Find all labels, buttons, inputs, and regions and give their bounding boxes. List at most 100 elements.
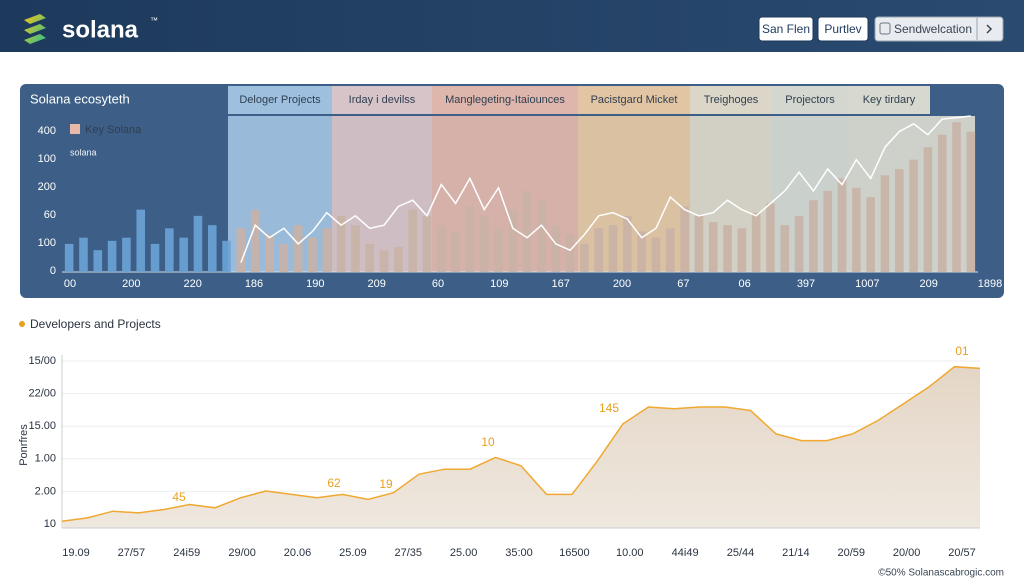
- y-axis-title: Ponrfres: [18, 424, 30, 466]
- tab-label[interactable]: Treighoges: [704, 94, 759, 106]
- bar: [937, 134, 947, 272]
- bar: [236, 228, 246, 272]
- bar: [952, 122, 961, 273]
- bar: [451, 231, 460, 272]
- bar: [351, 225, 360, 272]
- x-tick-label: 1007: [855, 278, 879, 290]
- bar: [64, 243, 74, 272]
- button-frame[interactable]: [874, 16, 1004, 42]
- x-tick-label: 29/00: [228, 547, 256, 559]
- x-tick-label: 60: [432, 278, 444, 290]
- y-tick-label: 22/00: [28, 388, 56, 400]
- button-label[interactable]: San Flen: [762, 22, 810, 36]
- x-tick-label: 1898: [978, 278, 1002, 290]
- data-annotation: 145: [599, 401, 619, 415]
- bar: [250, 209, 260, 272]
- x-tick-label: 200: [122, 278, 140, 290]
- bar: [708, 222, 718, 272]
- button-label[interactable]: Sendwelcation: [894, 22, 972, 36]
- x-tick-label: 220: [183, 278, 201, 290]
- button-label[interactable]: Purtlev: [824, 22, 861, 36]
- bar: [623, 215, 632, 272]
- x-tick-label: 10.00: [616, 547, 644, 559]
- bar: [923, 147, 933, 272]
- bar: [179, 237, 188, 272]
- y-tick-label: 15/00: [28, 355, 56, 367]
- button-icon[interactable]: [879, 22, 891, 35]
- bar: [852, 187, 861, 272]
- bar: [150, 243, 160, 272]
- tab-label[interactable]: Manglegeting-Itaiounces: [445, 94, 565, 106]
- footer: ©50% Solanascabrogic.com: [878, 568, 1004, 579]
- button[interactable]: Sendwelcation: [874, 16, 1004, 42]
- x-tick-label: 06: [739, 278, 751, 290]
- bar: [365, 243, 375, 272]
- bar: [809, 200, 818, 272]
- bar: [193, 215, 203, 272]
- tab-label[interactable]: Key tirdary: [863, 94, 916, 106]
- y-tick-label: 200: [38, 181, 56, 193]
- bar: [465, 206, 475, 272]
- area: [62, 366, 980, 528]
- bar: [894, 169, 904, 272]
- bar: [422, 215, 432, 272]
- bar: [165, 228, 174, 272]
- tab[interactable]: [690, 86, 772, 114]
- tab-label[interactable]: Irday i devilss: [349, 94, 416, 106]
- button-frame[interactable]: [758, 16, 814, 42]
- button[interactable]: San Flen: [758, 16, 814, 42]
- x-tick-label: 397: [797, 278, 815, 290]
- bar: [265, 234, 274, 272]
- chevron[interactable]: [986, 24, 993, 34]
- tab-label[interactable]: Deloger Projects: [239, 94, 321, 106]
- x-tick-label: 35:00: [505, 547, 533, 559]
- title-dot: [19, 321, 25, 327]
- x-tick-label: 209: [919, 278, 937, 290]
- bar: [279, 243, 289, 272]
- x-tick-label: 20/57: [948, 547, 976, 559]
- bar: [794, 215, 804, 272]
- tab[interactable]: [578, 86, 690, 114]
- panel-title: Solana ecosyteth: [30, 91, 130, 106]
- bar: [880, 175, 890, 272]
- x-tick-label: 186: [245, 278, 263, 290]
- x-tick-label: 25.09: [339, 547, 367, 559]
- bar: [723, 225, 732, 272]
- bar: [379, 250, 389, 272]
- button-frame[interactable]: [817, 16, 869, 42]
- bar: [909, 159, 918, 272]
- bar: [680, 206, 689, 272]
- bar: [336, 215, 346, 272]
- tab[interactable]: [848, 86, 930, 114]
- y-tick-label: 15.00: [28, 420, 56, 432]
- x-tick-label: 25.00: [450, 547, 478, 559]
- tab[interactable]: [772, 86, 848, 114]
- x-tick-label: 24i59: [173, 547, 200, 559]
- x-tick-label: 209: [367, 278, 385, 290]
- x-tick-label: 16500: [559, 547, 590, 559]
- x-tick-label: 00: [64, 278, 76, 290]
- x-tick-label: 27/35: [394, 547, 422, 559]
- bar: [751, 212, 761, 272]
- bar: [866, 197, 875, 272]
- bar: [308, 237, 317, 272]
- tab[interactable]: [332, 86, 432, 114]
- y-tick-label: 100: [38, 153, 56, 165]
- bar: [780, 225, 790, 272]
- x-tick-label: 109: [490, 278, 508, 290]
- x-tick-label: 44i49: [672, 547, 699, 559]
- button[interactable]: Purtlev: [817, 16, 869, 42]
- tab-label[interactable]: Pacistgard Micket: [591, 94, 678, 106]
- data-annotation: 45: [172, 490, 186, 504]
- tab-label[interactable]: Projectors: [785, 94, 835, 106]
- y-tick-label: 1.00: [35, 453, 56, 465]
- tab[interactable]: [432, 86, 578, 114]
- tab[interactable]: [228, 86, 332, 114]
- bar: [737, 228, 747, 272]
- data-annotation: 19: [379, 477, 393, 491]
- x-tick-label: 19.09: [62, 547, 90, 559]
- x-tick-label: 21/14: [782, 547, 810, 559]
- y-tick-label: 0: [50, 265, 56, 277]
